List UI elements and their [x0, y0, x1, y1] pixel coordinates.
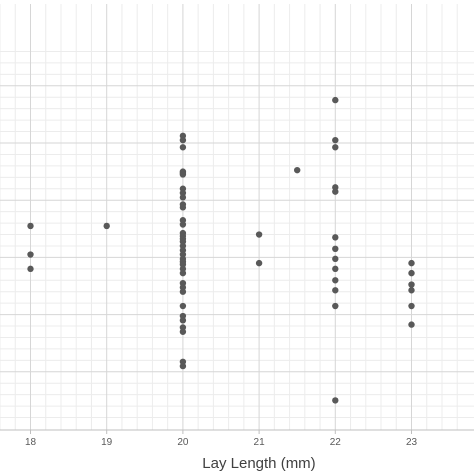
- data-point: [332, 397, 339, 404]
- data-point: [332, 265, 339, 273]
- data-point: [27, 251, 34, 258]
- data-point: [332, 188, 339, 195]
- data-point: [332, 144, 339, 151]
- data-point: [27, 222, 34, 230]
- data-point: [408, 302, 415, 310]
- data-point: [179, 144, 187, 151]
- data-point: [179, 269, 187, 277]
- data-point: [179, 204, 187, 211]
- data-points: [27, 96, 415, 404]
- x-tick-label: 22: [330, 437, 342, 448]
- data-point: [179, 136, 187, 144]
- x-tick-labels: 18 19 20 21 22 23: [25, 430, 418, 448]
- data-point: [179, 194, 187, 201]
- data-point: [27, 265, 34, 273]
- x-tick-label: 19: [101, 437, 113, 448]
- data-point: [332, 277, 339, 284]
- data-point: [408, 269, 415, 277]
- x-axis-title: Lay Length (mm): [202, 455, 315, 472]
- data-point: [332, 136, 339, 144]
- data-point: [103, 222, 110, 230]
- data-point: [332, 96, 339, 104]
- data-point: [332, 302, 339, 310]
- data-point: [179, 221, 187, 228]
- minor-gridlines: [0, 4, 474, 430]
- data-point: [408, 287, 415, 294]
- data-point: [408, 259, 415, 267]
- x-tick-label: 20: [177, 437, 189, 448]
- major-gridlines: [0, 4, 474, 430]
- data-point: [179, 171, 187, 178]
- x-tick-label: 21: [254, 437, 266, 448]
- data-point: [179, 362, 187, 370]
- data-point: [332, 234, 339, 241]
- data-point: [332, 245, 339, 253]
- data-point: [255, 259, 263, 267]
- data-point: [408, 281, 415, 288]
- x-tick-label: 23: [406, 437, 418, 448]
- x-tick-label: 18: [25, 437, 37, 448]
- data-point: [294, 166, 301, 174]
- data-point: [332, 287, 339, 294]
- data-point: [332, 255, 339, 263]
- data-point: [408, 321, 415, 328]
- data-point: [255, 231, 263, 238]
- data-point: [179, 288, 187, 295]
- data-point: [179, 328, 187, 335]
- data-point: [179, 302, 187, 310]
- data-point: [179, 317, 187, 324]
